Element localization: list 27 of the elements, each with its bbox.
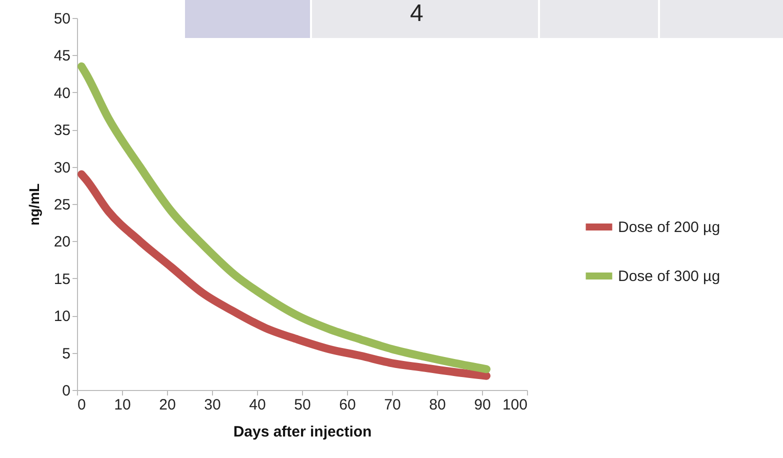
x-tick-label: 20 — [159, 396, 176, 414]
y-tick-label: 45 — [54, 48, 70, 65]
y-tick-label: 50 — [54, 10, 70, 28]
y-tick-label: 15 — [54, 270, 70, 288]
x-tick-label: 50 — [294, 396, 311, 414]
x-tick-label: 60 — [339, 396, 356, 414]
x-axis-title: Days after injection — [233, 424, 372, 440]
x-tick-label: 10 — [114, 396, 131, 414]
y-tick-label: 35 — [54, 122, 70, 140]
y-tick-label: 5 — [62, 345, 70, 362]
x-tick-label: 80 — [429, 396, 446, 414]
y-tick-label: 10 — [54, 308, 70, 326]
y-tick-label: 40 — [54, 84, 70, 102]
annotation: 4 — [410, 0, 424, 27]
x-tick-label: 90 — [474, 396, 491, 414]
x-tick-label: 30 — [204, 396, 221, 414]
y-axis-title: ng/mL — [26, 183, 42, 226]
y-tick-label: 0 — [62, 382, 70, 400]
legend-label: Dose of 300 µg — [618, 268, 720, 285]
legend-label: Dose of 200 µg — [618, 219, 720, 236]
y-tick-label: 30 — [54, 159, 70, 176]
x-tick-label: 40 — [249, 396, 266, 414]
x-tick-label: 100 — [502, 396, 528, 414]
y-tick-label: 25 — [54, 196, 70, 214]
x-tick-label: 0 — [78, 396, 86, 414]
y-tick-label: 20 — [54, 234, 70, 251]
x-tick-label: 70 — [384, 396, 401, 414]
